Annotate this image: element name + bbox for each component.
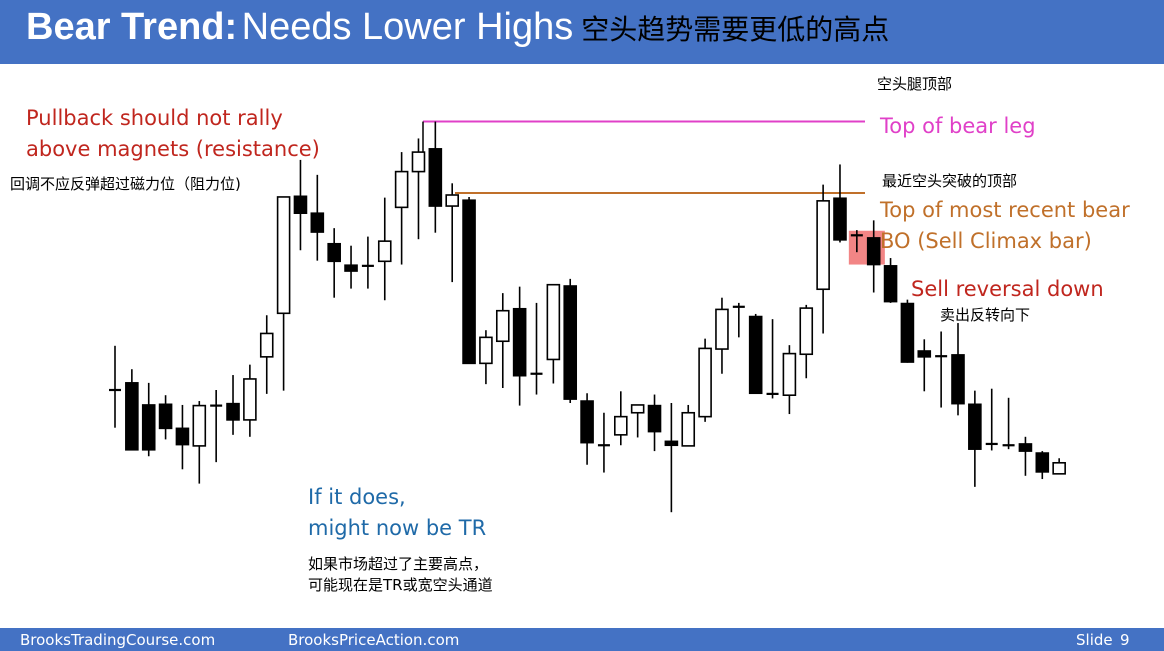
trading-range-line-1: If it does, bbox=[308, 485, 406, 509]
candle-bull bbox=[799, 307, 814, 356]
candle-bear bbox=[900, 302, 915, 363]
candle-bull bbox=[546, 283, 561, 361]
candle-bull bbox=[698, 347, 712, 418]
candle-bear bbox=[175, 427, 190, 446]
title-chinese: 空头趋势需要更低的高点 bbox=[581, 13, 890, 46]
candle-bear bbox=[951, 354, 965, 405]
recent-bo-line-1: Top of most recent bear bbox=[880, 198, 1130, 222]
candle-bull bbox=[394, 170, 409, 209]
candle-bear bbox=[158, 403, 173, 430]
slide-number: 9 bbox=[1120, 631, 1130, 649]
pullback-chinese: 回调不应反弹超过磁力位（阻力位) bbox=[10, 175, 241, 193]
trading-range-note: If it does, might now be TR bbox=[308, 482, 486, 544]
candle-bear bbox=[428, 148, 443, 207]
candle-bull bbox=[243, 378, 257, 421]
candle-bull bbox=[411, 151, 426, 173]
trading-range-cn-line-2: 可能现在是TR或宽空头通道 bbox=[308, 576, 493, 594]
candle-bull bbox=[259, 332, 274, 358]
candle-bull bbox=[479, 336, 493, 365]
candle-bear bbox=[1035, 452, 1050, 473]
trading-range-line-2: might now be TR bbox=[308, 516, 487, 540]
candle-bear bbox=[310, 212, 325, 233]
candle-bear bbox=[580, 400, 594, 444]
slide-title: Bear Trend: Needs Lower Highs 空头趋势需要更低的高点 bbox=[26, 6, 889, 49]
candle-bear bbox=[748, 315, 763, 395]
candle-bear bbox=[866, 237, 881, 266]
candle-bull bbox=[630, 404, 645, 414]
candle-bear bbox=[968, 403, 982, 450]
title-rest: Needs Lower Highs bbox=[241, 6, 574, 48]
candle-bear bbox=[883, 265, 898, 303]
pullback-note: Pullback should not rally above magnets … bbox=[26, 103, 320, 165]
candle-bear bbox=[226, 402, 240, 421]
candle-bear bbox=[563, 285, 578, 400]
candle-bull bbox=[1052, 461, 1066, 475]
sell-reversal-label: Sell reversal down bbox=[911, 277, 1104, 301]
candle-bull bbox=[377, 240, 392, 263]
pullback-line-1: Pullback should not rally bbox=[26, 106, 283, 130]
slide-header: Bear Trend: Needs Lower Highs 空头趋势需要更低的高点 bbox=[0, 0, 1164, 64]
top-bear-leg-label: Top of bear leg bbox=[880, 114, 1036, 138]
candle-bull bbox=[192, 404, 207, 447]
candle-bull bbox=[681, 411, 696, 447]
candle-bull bbox=[715, 308, 729, 350]
candle-bear bbox=[512, 307, 527, 377]
candle-bear bbox=[647, 404, 662, 433]
top-bear-leg-chinese: 空头腿顶部 bbox=[877, 75, 953, 93]
slide-footer: BrooksTradingCourse.com BrooksPriceActio… bbox=[0, 628, 1164, 651]
candle-bull bbox=[816, 200, 830, 291]
candle-bear bbox=[327, 242, 341, 263]
candle-bull bbox=[276, 196, 291, 315]
candle-bull bbox=[495, 309, 510, 343]
candle-bear bbox=[462, 199, 476, 365]
candle-bear bbox=[141, 404, 156, 451]
candle-bear bbox=[1018, 443, 1033, 452]
candlestick-chart bbox=[109, 120, 1066, 513]
candle-bull bbox=[613, 415, 628, 436]
trading-range-cn-line-1: 如果市场超过了主要高点， bbox=[308, 555, 489, 573]
footer-center-link[interactable]: BrooksPriceAction.com bbox=[288, 631, 460, 649]
pullback-line-2: above magnets (resistance) bbox=[26, 137, 320, 161]
slide-label: Slide bbox=[1076, 631, 1113, 649]
candle-bull bbox=[782, 352, 797, 397]
candle-bear bbox=[664, 440, 679, 447]
candle-bull bbox=[445, 194, 460, 207]
recent-bo-chinese: 最近空头突破的顶部 bbox=[882, 172, 1018, 190]
candle-bear bbox=[917, 350, 932, 358]
candle-bear bbox=[293, 195, 308, 215]
candle-bear bbox=[125, 382, 139, 451]
recent-bo-label: Top of most recent bear BO (Sell Climax … bbox=[880, 195, 1130, 257]
title-bold: Bear Trend: bbox=[26, 6, 238, 48]
trading-range-chinese: 如果市场超过了主要高点， 可能现在是TR或宽空头通道 bbox=[308, 554, 493, 596]
recent-bo-line-2: BO (Sell Climax bar) bbox=[880, 229, 1092, 253]
footer-left-link[interactable]: BrooksTradingCourse.com bbox=[20, 631, 216, 649]
candle-bear bbox=[344, 264, 358, 272]
sell-reversal-chinese: 卖出反转向下 bbox=[940, 306, 1031, 324]
candle-bear bbox=[833, 197, 847, 241]
